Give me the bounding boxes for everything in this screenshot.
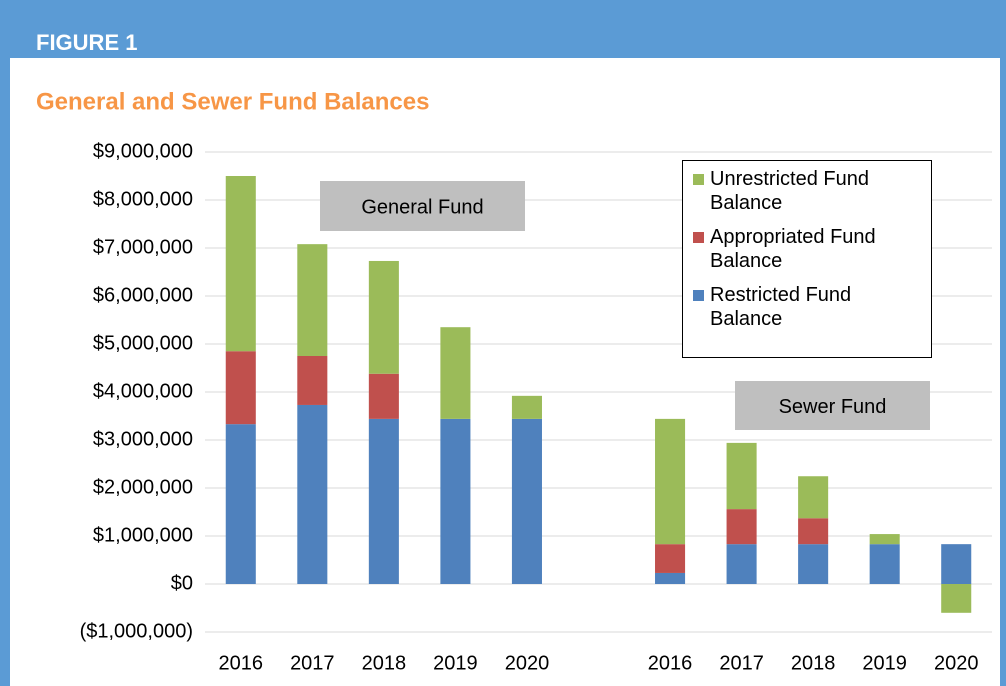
bar-segment <box>368 260 399 374</box>
x-tick-label: 2016 <box>219 652 264 674</box>
y-tick-label: $5,000,000 <box>93 332 193 354</box>
x-tick-label: 2020 <box>505 652 550 674</box>
legend-item: Unrestricted Fund Balance <box>693 167 923 215</box>
bar-segment <box>798 544 829 584</box>
bar-segment <box>798 518 829 545</box>
bar-segment <box>941 544 972 584</box>
x-tick-label: 2018 <box>791 652 836 674</box>
bar-segment <box>368 418 399 584</box>
y-tick-label: $2,000,000 <box>93 476 193 498</box>
legend-label: Restricted Fund Balance <box>710 284 852 330</box>
frame-right <box>1000 0 1006 686</box>
bar-segment <box>511 418 542 584</box>
bar-segment <box>941 584 972 613</box>
bar-segment <box>440 327 471 419</box>
x-tick-label: 2018 <box>362 652 407 674</box>
bar-segment <box>726 544 757 584</box>
figure-label: FIGURE 1 <box>36 30 137 55</box>
bar-segment <box>726 509 757 545</box>
legend: Unrestricted Fund Balance Appropriated Fu… <box>682 160 932 358</box>
y-tick-label: ($1,000,000) <box>80 620 193 642</box>
y-tick-label: $9,000,000 <box>93 140 193 162</box>
bar-segment <box>511 395 542 419</box>
y-tick-label: $7,000,000 <box>93 236 193 258</box>
legend-item: Restricted Fund Balance <box>693 283 923 331</box>
y-tick-label: $1,000,000 <box>93 524 193 546</box>
bar-segment <box>225 424 256 584</box>
y-tick-label: $3,000,000 <box>93 428 193 450</box>
x-tick-label: 2016 <box>648 652 693 674</box>
x-tick-label: 2020 <box>934 652 979 674</box>
bar-segment <box>655 418 686 545</box>
bar-segment <box>297 244 328 356</box>
x-tick-label: 2017 <box>290 652 335 674</box>
annotation: General Fund <box>361 196 483 218</box>
bar-segment <box>655 544 686 573</box>
y-tick-label: $8,000,000 <box>93 188 193 210</box>
bar-segment <box>726 442 757 510</box>
legend-label: Unrestricted Fund Balance <box>710 168 869 214</box>
bar-segment <box>368 373 399 419</box>
bar-segment <box>869 544 900 584</box>
annotation: Sewer Fund <box>779 396 887 418</box>
bar-segment <box>297 404 328 584</box>
bar-segment <box>798 476 829 519</box>
legend-swatch <box>693 174 704 185</box>
y-tick-label: $0 <box>171 572 193 594</box>
legend-item: Appropriated Fund Balance <box>693 225 923 273</box>
chart-title: General and Sewer Fund Balances <box>36 88 429 115</box>
bar-segment <box>225 176 256 352</box>
header-band <box>0 0 1006 58</box>
bar-segment <box>225 351 256 425</box>
y-tick-label: $4,000,000 <box>93 380 193 402</box>
bar-segment <box>655 572 686 584</box>
bar-segment <box>440 418 471 584</box>
x-tick-label: 2017 <box>719 652 764 674</box>
bar-segment <box>869 534 900 545</box>
bar-segment <box>297 356 328 405</box>
annotation-box <box>320 181 525 231</box>
x-tick-label: 2019 <box>433 652 478 674</box>
x-tick-label: 2019 <box>862 652 907 674</box>
legend-swatch <box>693 290 704 301</box>
frame-left <box>0 0 10 686</box>
legend-label: Appropriated Fund Balance <box>710 226 876 272</box>
legend-swatch <box>693 232 704 243</box>
annotation-box <box>735 381 930 430</box>
y-tick-label: $6,000,000 <box>93 284 193 306</box>
